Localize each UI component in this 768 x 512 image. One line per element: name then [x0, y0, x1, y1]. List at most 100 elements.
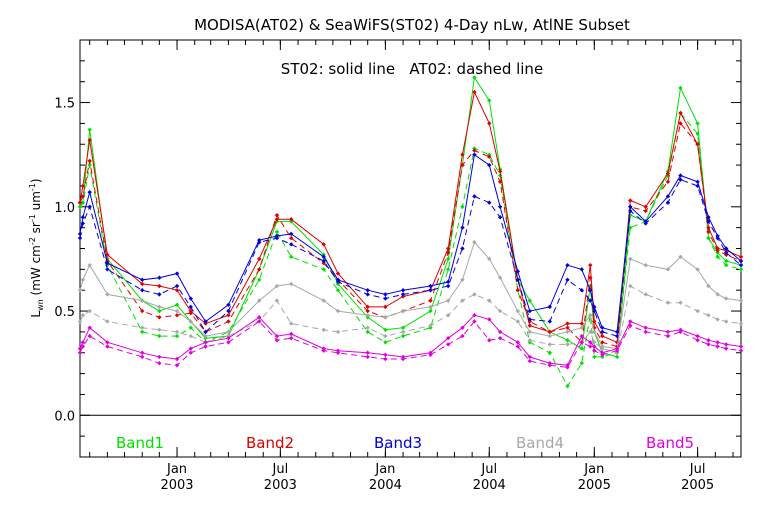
data-point-band3-solid — [665, 194, 671, 199]
data-point-band3-dashed — [565, 277, 570, 282]
data-point-band2-dashed — [600, 340, 605, 345]
data-point-band2-solid — [565, 321, 570, 326]
data-point-band4-solid — [383, 315, 388, 320]
series-line-band2-dashed — [79, 122, 742, 348]
data-point-band5-solid — [472, 313, 477, 318]
data-point-band4-dashed — [715, 317, 720, 322]
data-point-band2-dashed — [665, 179, 671, 184]
data-point-band2-dashed — [515, 288, 521, 293]
data-point-band1-dashed — [565, 383, 570, 389]
data-point-band1-solid — [487, 98, 492, 103]
data-point-band4-solid — [188, 319, 193, 324]
data-point-band5-dashed — [497, 335, 503, 341]
data-point-band3-dashed — [365, 292, 370, 297]
data-point-band4-dashed — [188, 333, 193, 339]
data-point-band4-solid — [80, 277, 86, 282]
data-point-band5-dashed — [723, 346, 729, 351]
data-point-band2-solid — [105, 252, 110, 257]
data-point-band2-dashed — [157, 315, 162, 320]
data-point-band4-dashed — [706, 313, 711, 318]
data-point-band3-solid — [77, 231, 83, 237]
data-point-band5-solid — [579, 333, 584, 339]
data-point-band4-solid — [445, 298, 451, 303]
data-point-band3-dashed — [335, 279, 341, 285]
data-point-band4-dashed — [365, 325, 370, 330]
data-point-band3-dashed — [445, 283, 451, 289]
data-point-band4-dashed — [678, 300, 683, 305]
data-point-band3-solid — [565, 262, 570, 268]
data-point-band2-solid — [600, 333, 605, 339]
data-point-band4-dashed — [565, 342, 570, 347]
data-point-band3-dashed — [706, 219, 711, 224]
y-axis-label-close: ) — [29, 178, 43, 183]
data-point-band3-solid — [140, 277, 145, 282]
data-point-band5-solid — [695, 333, 700, 339]
data-point-band5-dashed — [527, 358, 532, 364]
data-point-band3-solid — [497, 204, 503, 209]
data-point-band4-solid — [472, 240, 477, 245]
y-tick-label: 1.0 — [54, 201, 75, 216]
data-point-band4-solid — [203, 333, 208, 339]
data-point-band1-dashed — [383, 340, 388, 345]
x-tick-year: 2003 — [264, 478, 297, 493]
data-point-band5-dashed — [203, 344, 208, 349]
data-point-band5-dashed — [80, 344, 86, 349]
x-axis: Jan2003Jul2003Jan2004Jul2004Jan2005Jul20… — [89, 40, 734, 493]
data-point-band4-solid — [678, 254, 683, 260]
data-point-band2-dashed — [695, 142, 700, 147]
x-tick-month: Jul — [689, 462, 706, 477]
data-point-band5-solid — [87, 325, 92, 330]
data-point-band2-solid — [335, 271, 341, 276]
data-point-band4-dashed — [723, 319, 729, 324]
data-point-band3-dashed — [678, 177, 683, 182]
data-point-band2-solid — [678, 110, 683, 116]
data-point-band1-solid — [695, 121, 700, 126]
data-point-band2-dashed — [678, 121, 683, 126]
data-point-band2-solid — [665, 171, 671, 176]
data-point-band1-dashed — [695, 131, 700, 137]
data-point-band5-solid — [723, 342, 729, 347]
data-point-band5-solid — [665, 329, 671, 335]
data-point-band4-dashed — [738, 321, 744, 326]
data-point-band4-dashed — [527, 338, 532, 343]
data-point-band3-dashed — [665, 200, 671, 205]
data-point-band2-solid — [738, 254, 744, 260]
line-style-annotation: ST02: solid line AT02: dashed line — [281, 60, 543, 78]
data-point-band1-dashed — [579, 360, 584, 366]
data-point-band2-dashed — [706, 229, 711, 235]
data-point-band3-dashed — [105, 267, 110, 272]
data-point-band5-dashed — [665, 333, 671, 339]
data-point-band2-solid — [226, 313, 231, 318]
data-point-band2-solid — [289, 217, 294, 222]
data-point-band2-solid — [87, 137, 92, 143]
data-point-band5-dashed — [487, 338, 492, 343]
data-point-band3-solid — [600, 325, 605, 330]
data-point-band2-dashed — [80, 194, 86, 199]
y-axis-label-units: (mW cm — [29, 245, 43, 299]
data-point-band3-solid — [87, 190, 92, 195]
data-point-band5-dashed — [472, 319, 477, 324]
data-point-band4-solid — [87, 262, 92, 268]
data-point-band4-dashed — [547, 342, 552, 347]
data-point-band4-solid — [665, 267, 671, 272]
data-point-band3-dashed — [497, 215, 503, 220]
legend-item-band4: Band4 — [516, 434, 564, 452]
data-point-band4-dashed — [335, 329, 341, 335]
data-point-band5-dashed — [628, 323, 633, 328]
data-point-band4-solid — [643, 262, 648, 268]
data-point-band3-dashed — [547, 319, 552, 324]
data-point-band3-dashed — [157, 292, 162, 297]
data-point-band3-solid — [400, 288, 406, 293]
data-point-band2-dashed — [77, 200, 83, 205]
data-point-band2-solid — [174, 288, 180, 293]
data-point-band2-solid — [592, 319, 597, 324]
data-point-band2-solid — [628, 198, 633, 203]
data-point-band2-solid — [643, 204, 648, 209]
series-line-band2-solid — [79, 90, 742, 344]
data-point-band3-dashed — [188, 304, 193, 310]
data-point-band5-solid — [174, 356, 180, 362]
data-point-band5-dashed — [140, 354, 145, 360]
y-axis-label-sub: wn — [36, 299, 45, 311]
data-point-band4-solid — [527, 329, 532, 335]
data-point-band4-solid — [515, 308, 521, 314]
